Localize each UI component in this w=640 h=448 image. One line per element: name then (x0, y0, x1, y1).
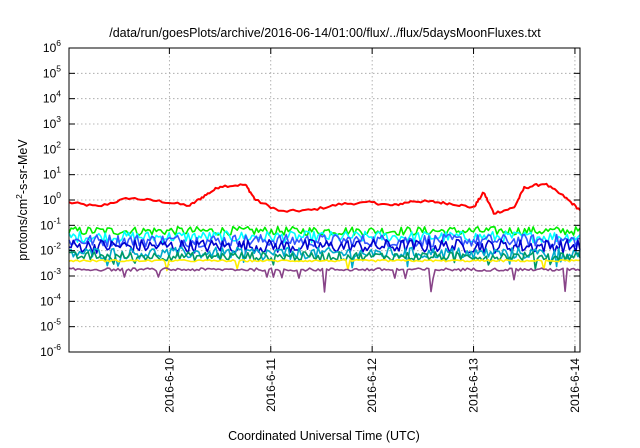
x-tick-labels: 2016-6-10 2016-6-11 2016-6-12 2016-6-13 2016… (162, 358, 582, 413)
x-tick-label: 2016-6-13 (467, 358, 481, 413)
y-tick-label: 104 (43, 89, 61, 106)
y-axis-label-superscript: 2 (14, 194, 24, 199)
series-line (68, 233, 581, 248)
x-tick-label: 2016-6-10 (162, 358, 176, 413)
y-tick-label: 10-6 (40, 342, 61, 359)
y-tick-label: 10-2 (40, 241, 61, 258)
x-axis-label: Coordinated Universal Time (UTC) (228, 429, 420, 443)
axes (68, 47, 581, 353)
series-group (68, 182, 581, 293)
series-line (68, 182, 581, 215)
series-line (68, 258, 580, 272)
y-tick-label: 103 (43, 114, 61, 131)
y-tick-label: 100 (43, 190, 61, 207)
y-tick-label: 101 (43, 165, 61, 182)
y-axis-label-prefix: protons/cm (16, 199, 30, 261)
x-tick-label: 2016-6-11 (264, 358, 278, 412)
y-tick-labels: 10-6 10-5 10-4 10-3 10-2 10-1 100 101 102 103 104 1… (40, 38, 61, 359)
series-line (68, 238, 581, 254)
chart-title: /data/run/goesPlots/archive/2016-06-14/0… (109, 26, 541, 40)
y-tick-label: 10-5 (40, 317, 61, 334)
series-line (68, 246, 581, 269)
y-tick-label: 10-4 (40, 291, 61, 308)
series-line (68, 225, 581, 237)
y-tick-label: 10-1 (40, 215, 61, 232)
plot-frame (68, 47, 581, 353)
y-axis-label: protons/cm2-s-sr-MeV (14, 139, 30, 261)
x-tick-label: 2016-6-12 (365, 358, 379, 413)
y-tick-label: 106 (43, 38, 61, 55)
series-line (68, 267, 581, 293)
y-tick-label: 105 (43, 63, 61, 80)
y-axis-label-suffix: -s-sr-MeV (16, 139, 30, 195)
y-tick-label: 10-3 (40, 266, 61, 283)
y-tick-label: 102 (43, 139, 61, 156)
x-tick-label: 2016-6-14 (568, 358, 582, 413)
